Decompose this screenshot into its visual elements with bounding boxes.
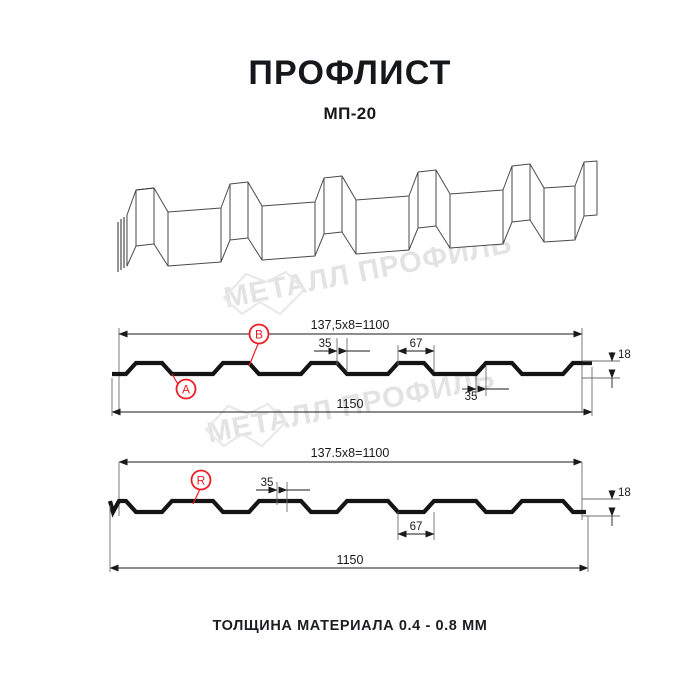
dim-rib-base-width-bottom-label: 67 (410, 521, 423, 533)
dim-flat-width: 35 (462, 365, 509, 403)
marker-b: B (248, 323, 270, 367)
title-block: ПРОФЛИСТ МП-20 (0, 56, 700, 122)
material-thickness-caption: ТОЛЩИНА МАТЕРИАЛА 0.4 - 0.8 ММ (212, 618, 488, 634)
section-top: 137,5x8=1100 18 35 (111, 318, 631, 416)
profile-outline-top (112, 360, 592, 377)
dim-overall-top: 1150 (111, 367, 593, 416)
marker-r: R (190, 469, 212, 505)
dim-height-bottom: 18 (608, 487, 631, 526)
isometric-sheet (117, 160, 598, 272)
dim-pitch-bottom-label: 137.5x8=1100 (311, 446, 390, 460)
dim-rib-base-width-bottom: 67 (397, 512, 435, 540)
marker-a-label: A (182, 383, 190, 397)
dim-rib-top-width-label: 35 (319, 338, 332, 350)
dim-overall-bottom-label: 1150 (337, 553, 364, 567)
watermark-upper: МЕТАЛЛ ПРОФИЛЬ (221, 227, 515, 315)
dim-rib-top-width-bottom-label: 35 (261, 477, 274, 489)
dim-overall-bottom: 1150 (109, 505, 589, 572)
dim-pitch-top: 137,5x8=1100 (118, 318, 583, 338)
dim-height-bottom-label: 18 (618, 487, 631, 499)
dim-rib-base-width: 67 (397, 338, 435, 372)
marker-a: A (171, 373, 197, 400)
profile-outline-bottom (107, 498, 586, 518)
dim-rib-base-width-label: 67 (410, 338, 423, 350)
dim-pitch-bottom: 137.5x8=1100 (118, 446, 583, 520)
page-subtitle: МП-20 (323, 104, 377, 123)
marker-b-label: B (255, 328, 263, 342)
dim-height-top: 18 (608, 349, 631, 388)
dim-rib-top-width-bottom: 35 (256, 477, 310, 512)
dim-rib-top-width: 35 (314, 338, 370, 372)
watermark-logo-upper (222, 270, 306, 316)
dim-overall-top-label: 1150 (337, 397, 364, 411)
marker-r-label: R (197, 474, 206, 488)
watermark-lower: МЕТАЛЛ ПРОФИЛЬ (204, 362, 498, 450)
section-bottom: 137.5x8=1100 18 35 (107, 446, 631, 572)
watermark-logo-lower (204, 402, 288, 448)
dim-height-top-label: 18 (618, 349, 631, 361)
dim-pitch-top-label: 137,5x8=1100 (311, 318, 390, 332)
dim-flat-width-label: 35 (465, 391, 478, 403)
page-title: ПРОФЛИСТ (248, 54, 452, 92)
